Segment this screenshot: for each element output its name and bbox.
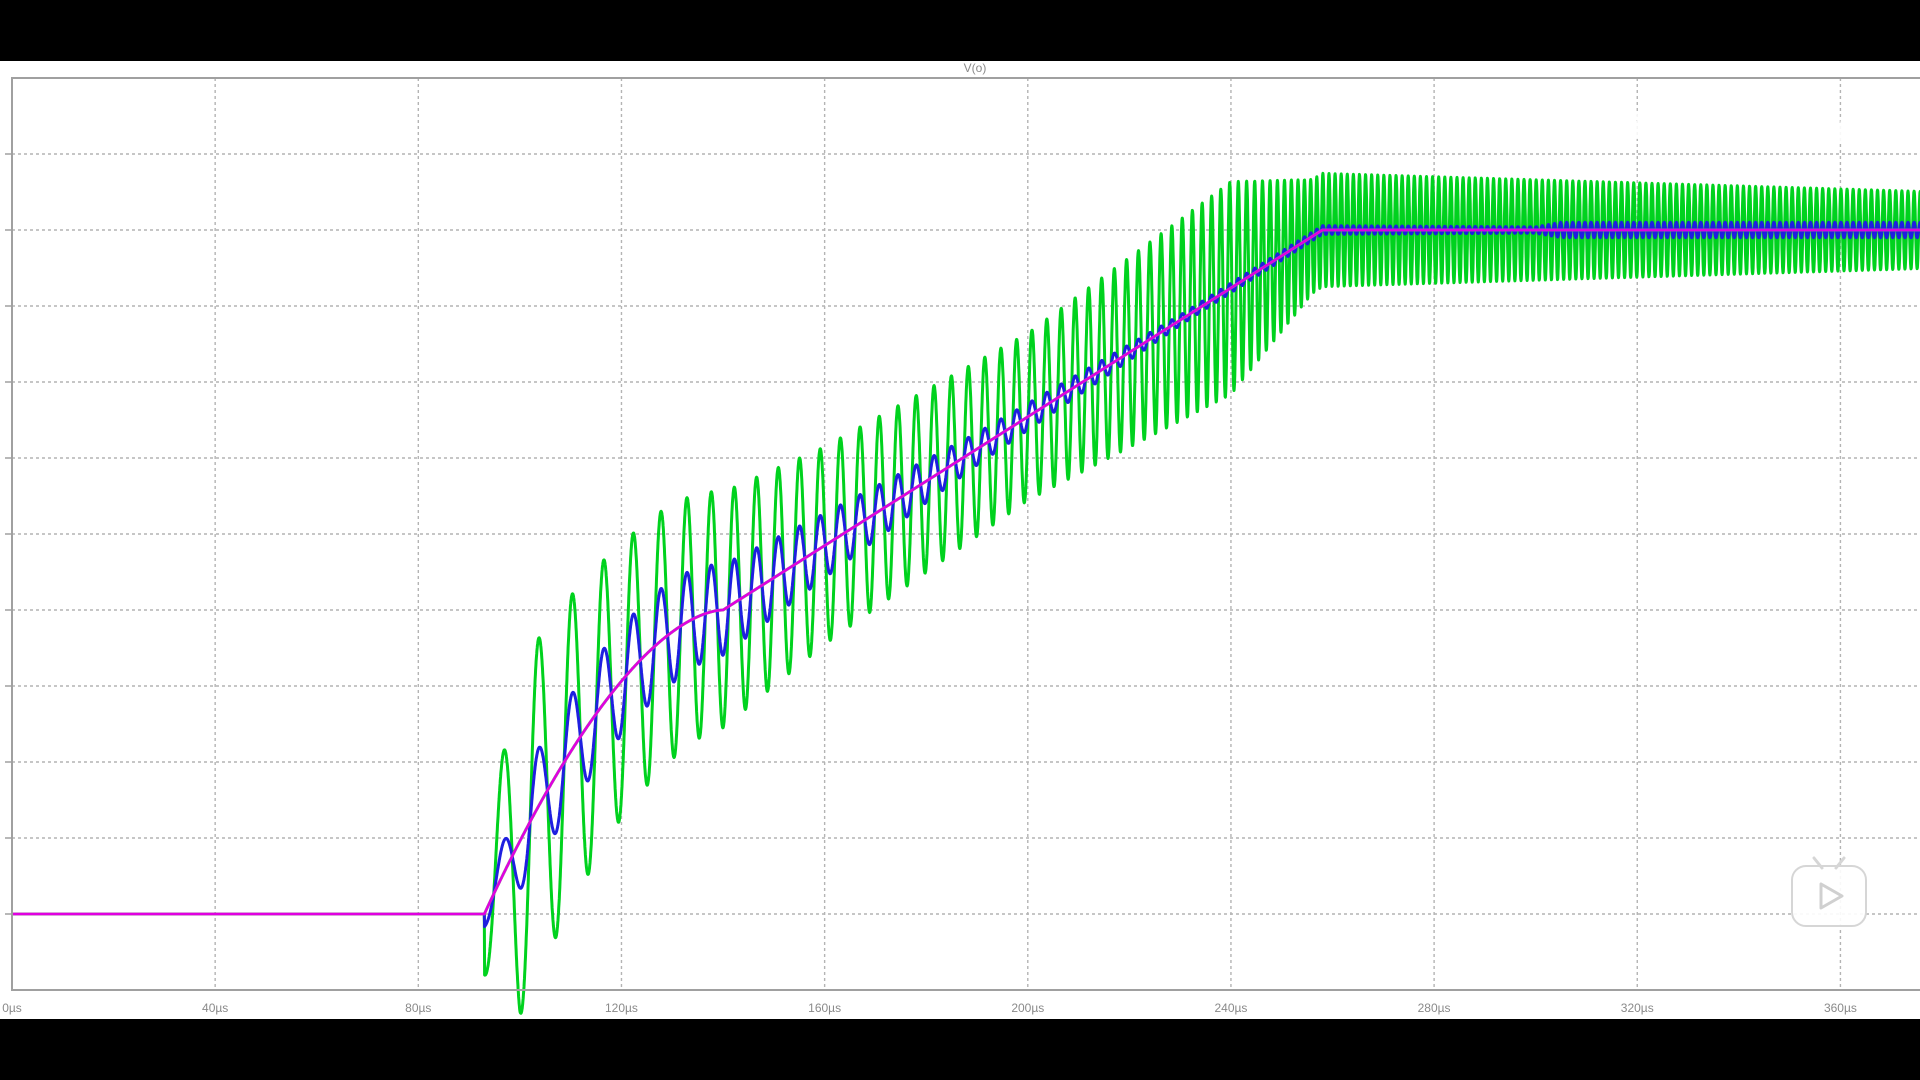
x-tick-label-200: 200µs xyxy=(1011,1001,1044,1015)
x-tick-label-240: 240µs xyxy=(1214,1001,1247,1015)
x-tick-label-320: 320µs xyxy=(1621,1001,1654,1015)
x-tick-label-120: 120µs xyxy=(605,1001,638,1015)
x-tick-label-80: 80µs xyxy=(405,1001,431,1015)
watermark-logo: bilibili xyxy=(1762,95,1920,155)
x-tick-label-280: 280µs xyxy=(1418,1001,1451,1015)
series-line-3 xyxy=(11,228,1920,916)
x-tick-label-40: 40µs xyxy=(202,1001,228,1015)
series-group xyxy=(10,171,1920,1015)
x-tick-label-360: 360µs xyxy=(1824,1001,1857,1015)
x-tick-label-0: 0µs xyxy=(2,1001,22,1015)
chart-title: V(o) xyxy=(964,61,987,75)
x-tick-labels: 0µs 40µs 80µs 120µs 160µs 200µs 240µs 280µs 320µ… xyxy=(2,1001,1857,1015)
plot-frame xyxy=(11,77,1920,991)
top-letterbox xyxy=(0,0,1920,61)
x-tick-label-160: 160µs xyxy=(808,1001,841,1015)
bottom-letterbox xyxy=(0,1019,1920,1080)
watermark-channel-name: 七彩虹杂谈 xyxy=(1598,109,1749,144)
watermark: 七彩虹杂谈 bilibili xyxy=(1598,95,1920,155)
play-icon[interactable] xyxy=(1791,856,1867,927)
